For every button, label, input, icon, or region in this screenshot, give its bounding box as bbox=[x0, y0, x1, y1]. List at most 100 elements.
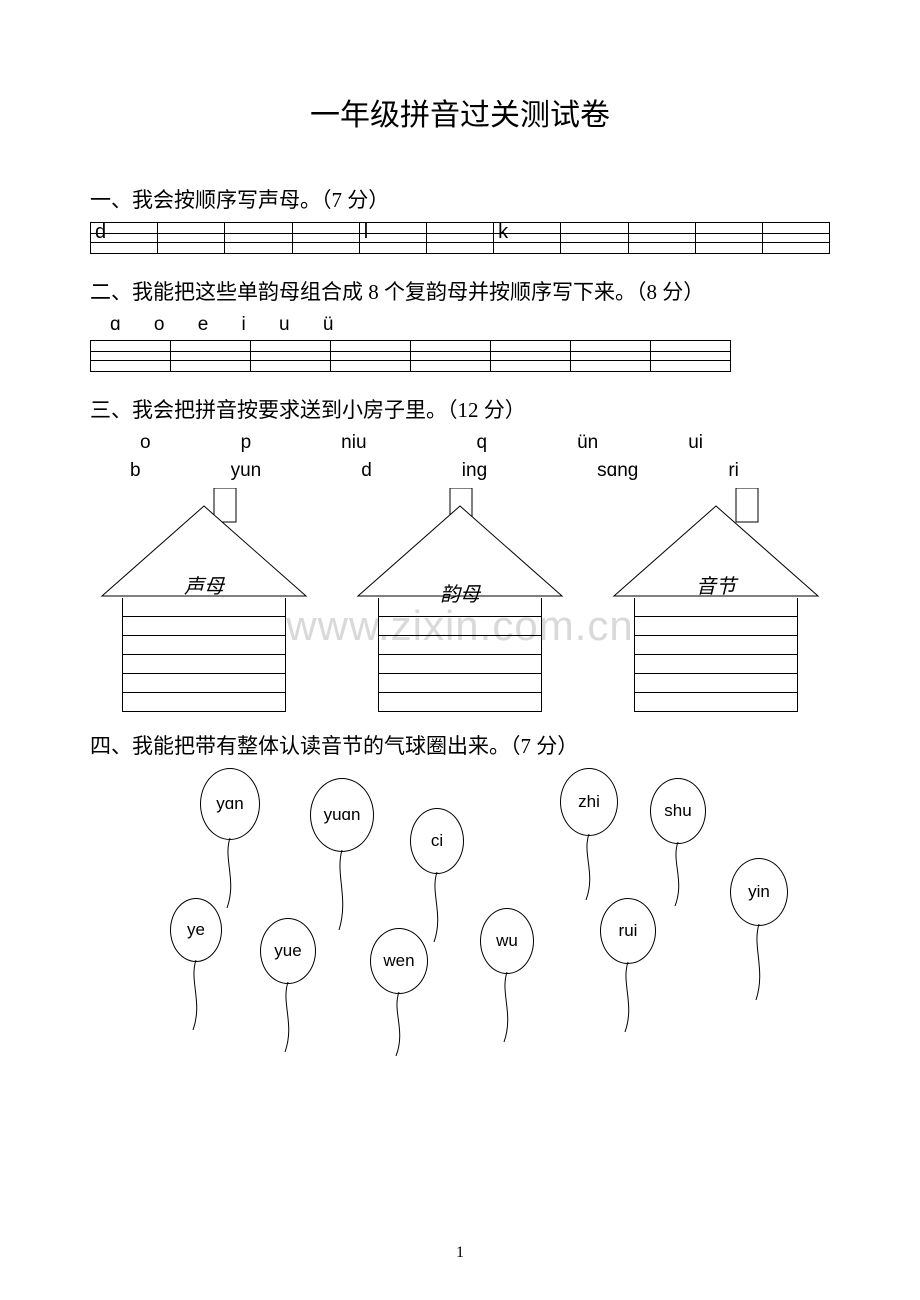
vowel-hints: ɑ o e i u ü bbox=[110, 314, 830, 336]
houses-container: 声母 韵母 音节 bbox=[90, 488, 830, 712]
balloon: rui bbox=[600, 898, 656, 964]
balloon-string-icon bbox=[744, 924, 774, 1000]
fourline-cell bbox=[650, 340, 731, 372]
page-number: 1 bbox=[0, 1244, 920, 1262]
cell-letter: k bbox=[498, 221, 508, 244]
balloons-container: yɑnyuɑnci zhishu yeyuewenwu rui yin bbox=[90, 768, 830, 1058]
scatter-item: p bbox=[241, 432, 252, 454]
fourline-cell bbox=[695, 222, 762, 254]
house-body bbox=[378, 598, 542, 712]
fourline-cell bbox=[250, 340, 330, 372]
scatter-item: yun bbox=[231, 460, 262, 482]
balloon: wen bbox=[370, 928, 428, 994]
house-line bbox=[379, 654, 541, 673]
fourline-cell bbox=[90, 340, 170, 372]
balloon-string-icon bbox=[613, 962, 643, 1032]
scatter-item: d bbox=[361, 460, 372, 482]
house-line bbox=[123, 598, 285, 616]
house-body bbox=[634, 598, 798, 712]
balloon-label: shu bbox=[650, 778, 706, 844]
balloon: zhi bbox=[560, 768, 618, 836]
balloon-label: ci bbox=[410, 808, 464, 874]
balloon-string-icon bbox=[181, 960, 211, 1030]
house: 声母 bbox=[94, 488, 314, 712]
cell-letter: d bbox=[95, 221, 106, 244]
scatter-item: ui bbox=[688, 432, 703, 454]
fourline-cell: d bbox=[90, 222, 157, 254]
balloon-string-icon bbox=[663, 842, 693, 906]
scatter-item: ri bbox=[728, 460, 739, 482]
scatter-item: ing bbox=[462, 460, 487, 482]
balloon: yin bbox=[730, 858, 788, 926]
scatter-item: o bbox=[140, 432, 151, 454]
balloon: ci bbox=[410, 808, 464, 874]
fourline-cell bbox=[762, 222, 830, 254]
balloon-label: yue bbox=[260, 918, 316, 984]
house-line bbox=[635, 616, 797, 635]
balloon-string-icon bbox=[384, 992, 414, 1056]
fourline-cell bbox=[410, 340, 490, 372]
house-label: 韵母 bbox=[350, 578, 570, 607]
house-line bbox=[635, 635, 797, 654]
fourline-cell bbox=[292, 222, 359, 254]
house-line bbox=[635, 598, 797, 616]
fourline-cell bbox=[330, 340, 410, 372]
house: 韵母 bbox=[350, 488, 570, 712]
scatter-row: b yun d ing sɑng ri bbox=[110, 460, 830, 482]
scatter-item: ün bbox=[577, 432, 598, 454]
balloon: yue bbox=[260, 918, 316, 984]
section3-label: 三、我会把拼音按要求送到小房子里。（12 分） bbox=[90, 394, 830, 424]
balloon-string-icon bbox=[327, 850, 357, 930]
balloon: yuɑn bbox=[310, 778, 374, 852]
fourline-cell: l bbox=[359, 222, 426, 254]
fourline-cell bbox=[570, 340, 650, 372]
section2-label: 二、我能把这些单韵母组合成 8 个复韵母并按顺序写下来。（8 分） bbox=[90, 276, 830, 306]
house-line bbox=[635, 692, 797, 711]
balloon-string-icon bbox=[273, 982, 303, 1052]
balloon-string-icon bbox=[574, 834, 604, 900]
fourline-cell bbox=[628, 222, 695, 254]
balloon-label: rui bbox=[600, 898, 656, 964]
fourline-cell: k bbox=[493, 222, 560, 254]
balloon-label: ye bbox=[170, 898, 222, 962]
house-body bbox=[122, 598, 286, 712]
house-line bbox=[123, 616, 285, 635]
house-line bbox=[379, 673, 541, 692]
balloon-label: wu bbox=[480, 908, 534, 974]
fourline-grid-s1: dlk bbox=[90, 222, 830, 254]
balloon-label: yuɑn bbox=[310, 778, 374, 852]
balloon-label: yɑn bbox=[200, 768, 260, 840]
house-line bbox=[379, 635, 541, 654]
house-line bbox=[123, 654, 285, 673]
house-line bbox=[123, 673, 285, 692]
fourline-cell bbox=[426, 222, 493, 254]
house-label: 声母 bbox=[94, 570, 314, 599]
scatter-item: sɑng bbox=[597, 460, 638, 482]
fourline-cell bbox=[170, 340, 250, 372]
balloon-label: yin bbox=[730, 858, 788, 926]
balloon-label: zhi bbox=[560, 768, 618, 836]
house: 音节 bbox=[606, 488, 826, 712]
house-line bbox=[635, 654, 797, 673]
page-title: 一年级拼音过关测试卷 bbox=[90, 90, 830, 134]
balloon-string-icon bbox=[492, 972, 522, 1042]
section1-label: 一、我会按顺序写声母。（7 分） bbox=[90, 184, 830, 214]
house-line bbox=[123, 635, 285, 654]
house-line bbox=[123, 692, 285, 711]
scatter-row: o p niu q ün ui bbox=[110, 432, 830, 454]
balloon-label: wen bbox=[370, 928, 428, 994]
house-line bbox=[635, 673, 797, 692]
scatter-item: q bbox=[477, 432, 488, 454]
cell-letter: l bbox=[364, 221, 368, 244]
fourline-cell bbox=[560, 222, 627, 254]
scatter-item: b bbox=[130, 460, 141, 482]
balloon: yɑn bbox=[200, 768, 260, 840]
fourline-cell bbox=[157, 222, 224, 254]
balloon: shu bbox=[650, 778, 706, 844]
section4-label: 四、我能把带有整体认读音节的气球圈出来。（7 分） bbox=[90, 730, 830, 760]
balloon: wu bbox=[480, 908, 534, 974]
fourline-cell bbox=[224, 222, 291, 254]
scatter-item: niu bbox=[341, 432, 366, 454]
house-label: 音节 bbox=[606, 570, 826, 599]
pinyin-scatter: o p niu q ün ui b yun d ing sɑng ri bbox=[110, 432, 830, 482]
